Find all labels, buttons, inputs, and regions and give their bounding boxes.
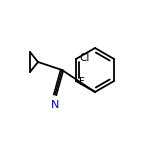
Text: Cl: Cl	[79, 53, 89, 63]
Text: N: N	[51, 100, 59, 110]
Text: F: F	[79, 77, 85, 87]
